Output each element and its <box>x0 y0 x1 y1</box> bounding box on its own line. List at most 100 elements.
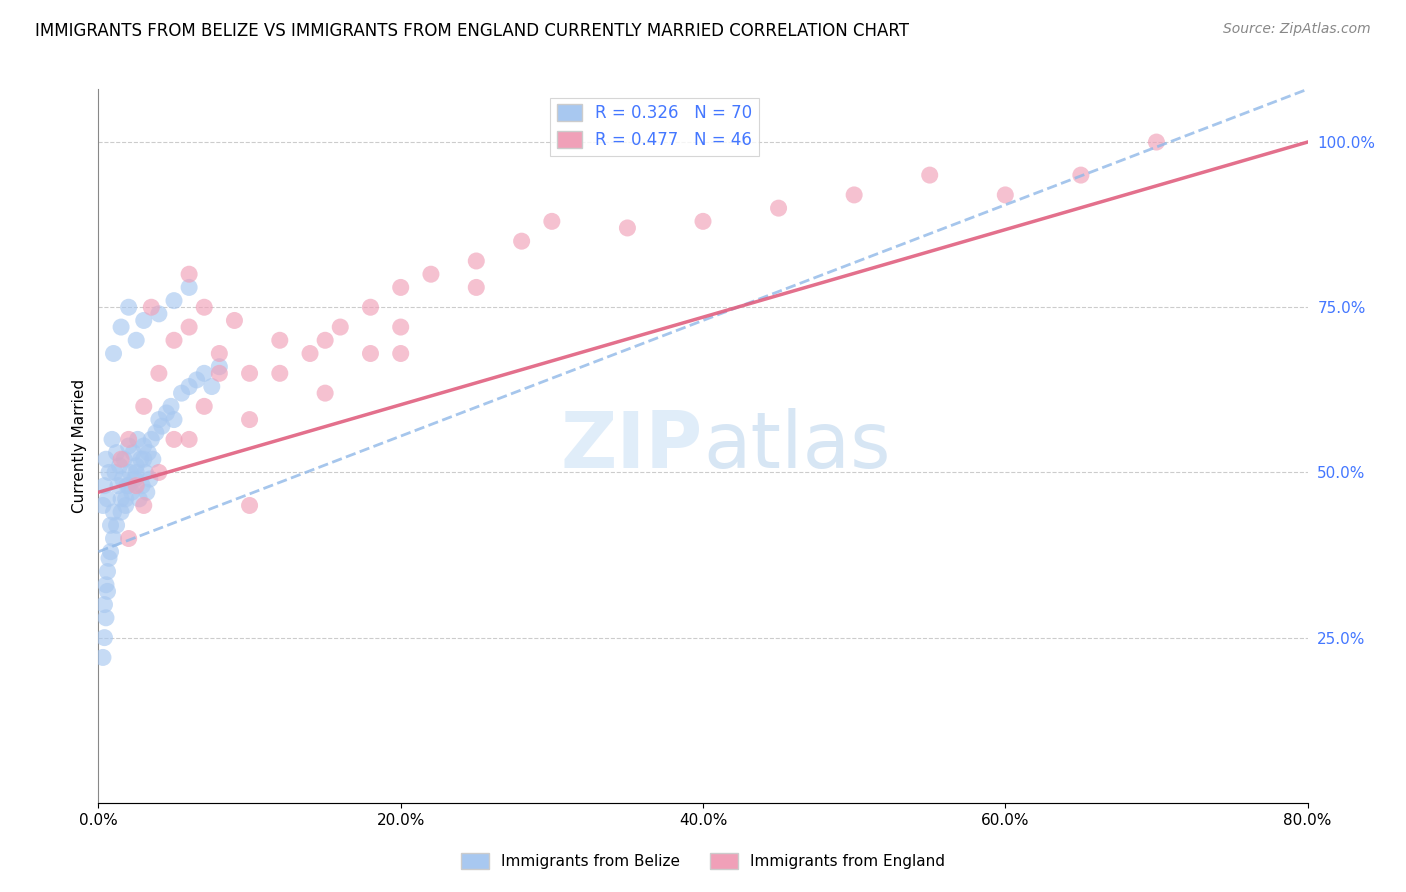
Point <box>150 419 173 434</box>
Point <box>389 280 412 294</box>
Point <box>125 478 148 492</box>
Point <box>186 373 208 387</box>
Legend: Immigrants from Belize, Immigrants from England: Immigrants from Belize, Immigrants from … <box>456 847 950 875</box>
Text: Source: ZipAtlas.com: Source: ZipAtlas.com <box>1223 22 1371 37</box>
Point <box>163 333 186 347</box>
Point <box>239 412 262 426</box>
Point <box>118 439 141 453</box>
Point <box>170 386 193 401</box>
Point <box>105 518 128 533</box>
Point <box>93 631 115 645</box>
Point <box>163 433 186 447</box>
Point <box>193 300 215 314</box>
Point <box>160 400 183 414</box>
Point <box>179 433 201 447</box>
Point <box>179 280 201 294</box>
Point <box>110 505 132 519</box>
Point <box>103 532 125 546</box>
Point <box>104 466 127 480</box>
Text: ZIP: ZIP <box>561 408 703 484</box>
Point <box>110 320 132 334</box>
Point <box>100 518 122 533</box>
Point <box>127 433 149 447</box>
Point <box>118 433 141 447</box>
Point <box>148 367 170 381</box>
Point <box>105 445 128 459</box>
Point <box>155 406 177 420</box>
Point <box>692 214 714 228</box>
Point <box>115 478 138 492</box>
Point <box>208 346 231 360</box>
Point <box>269 333 291 347</box>
Point <box>465 280 488 294</box>
Point <box>465 254 488 268</box>
Point <box>148 412 170 426</box>
Point <box>134 466 156 480</box>
Point <box>118 478 141 492</box>
Point <box>103 505 125 519</box>
Point <box>108 458 131 473</box>
Point <box>94 578 117 592</box>
Point <box>163 412 186 426</box>
Point <box>163 293 186 308</box>
Y-axis label: Currently Married: Currently Married <box>72 379 87 513</box>
Point <box>121 485 143 500</box>
Point <box>101 433 124 447</box>
Point <box>96 565 118 579</box>
Point <box>112 452 135 467</box>
Point <box>132 400 155 414</box>
Point <box>136 445 159 459</box>
Point <box>132 452 155 467</box>
Point <box>114 491 136 506</box>
Point <box>131 478 153 492</box>
Point <box>118 532 141 546</box>
Point <box>132 439 155 453</box>
Point <box>98 551 121 566</box>
Point <box>141 433 163 447</box>
Point <box>96 491 118 506</box>
Point <box>314 333 336 347</box>
Point <box>360 300 382 314</box>
Point <box>124 472 146 486</box>
Point <box>360 346 382 360</box>
Point <box>93 598 115 612</box>
Point <box>1146 135 1168 149</box>
Point <box>1070 168 1092 182</box>
Point <box>193 367 215 381</box>
Point <box>918 168 941 182</box>
Text: atlas: atlas <box>703 408 890 484</box>
Point <box>125 466 148 480</box>
Point <box>94 611 117 625</box>
Point <box>239 367 262 381</box>
Point <box>103 346 125 360</box>
Point <box>994 188 1017 202</box>
Point <box>98 466 121 480</box>
Point <box>768 201 790 215</box>
Point <box>122 445 145 459</box>
Point <box>540 214 562 228</box>
Point <box>201 379 224 393</box>
Point <box>100 545 122 559</box>
Point <box>420 267 443 281</box>
Point <box>91 499 114 513</box>
Point <box>110 491 132 506</box>
Point <box>129 452 152 467</box>
Point <box>135 485 157 500</box>
Point <box>239 499 262 513</box>
Point <box>208 367 231 381</box>
Point <box>179 320 201 334</box>
Point <box>93 478 115 492</box>
Point <box>139 472 162 486</box>
Point <box>120 466 142 480</box>
Point <box>96 584 118 599</box>
Point <box>193 400 215 414</box>
Point <box>616 221 638 235</box>
Point <box>110 452 132 467</box>
Point <box>132 499 155 513</box>
Point <box>111 472 134 486</box>
Point <box>148 307 170 321</box>
Point <box>224 313 246 327</box>
Legend: R = 0.326   N = 70, R = 0.477   N = 46: R = 0.326 N = 70, R = 0.477 N = 46 <box>550 97 759 155</box>
Point <box>141 300 163 314</box>
Point <box>329 320 352 334</box>
